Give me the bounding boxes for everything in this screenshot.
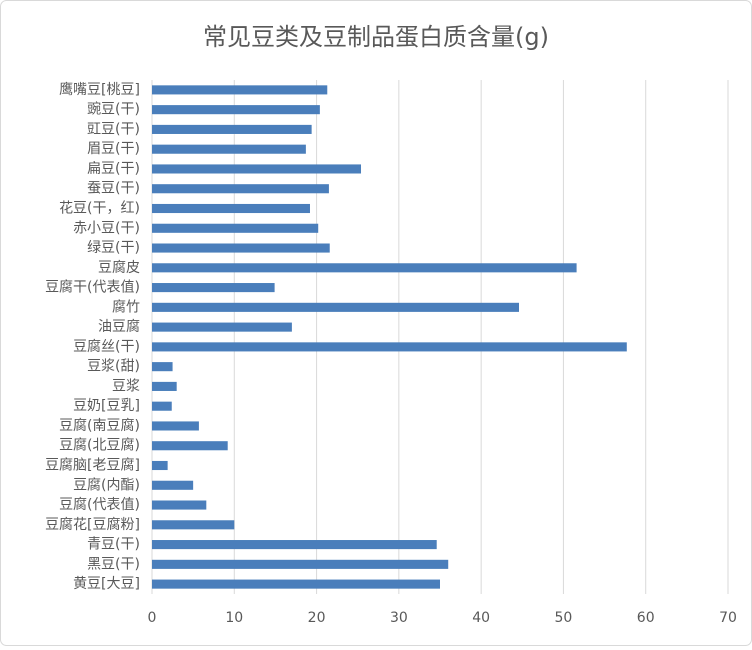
y-tick-label: 黄豆[大豆] — [73, 575, 140, 592]
y-tick-label: 豇豆(干) — [87, 121, 140, 137]
y-tick-label: 豆腐(北豆腐) — [59, 437, 140, 454]
y-tick-label: 青豆(干) — [87, 537, 140, 553]
x-tick-label: 60 — [637, 610, 655, 626]
bar — [152, 342, 627, 352]
y-tick-label: 豆腐皮 — [98, 259, 140, 276]
y-tick-label: 花豆(干，红) — [59, 201, 140, 217]
bar — [152, 460, 168, 471]
bar — [152, 381, 177, 391]
y-tick-label: 豆腐(南豆腐) — [59, 417, 140, 434]
y-tick-label: 豆腐干(代表值) — [45, 279, 140, 296]
y-tick-label: 豆腐(代表值) — [59, 496, 140, 513]
bar — [152, 500, 207, 510]
y-tick-label: 赤小豆(干) — [73, 220, 140, 236]
y-tick-label: 豆奶[豆乳] — [73, 398, 140, 414]
bar — [152, 540, 437, 550]
bar — [152, 559, 449, 569]
bar — [152, 243, 330, 253]
bar — [152, 105, 320, 115]
y-tick-label: 腐竹 — [112, 298, 140, 315]
bar — [152, 203, 310, 214]
bar — [152, 164, 362, 174]
y-tick-label: 豆腐花[豆腐粉] — [45, 516, 140, 533]
bar — [152, 579, 440, 589]
y-tick-label: 豆腐丝(干) — [73, 338, 140, 355]
y-tick-label: 油豆腐 — [98, 318, 140, 335]
y-tick-label: 扁豆(干) — [87, 161, 140, 177]
bar — [152, 85, 328, 95]
y-tick-label: 豌豆(干) — [87, 102, 140, 118]
x-tick-label: 0 — [148, 610, 157, 626]
bar — [152, 421, 199, 431]
bar — [152, 520, 235, 530]
x-tick-label: 30 — [390, 610, 408, 626]
chart-title: 常见豆类及豆制品蛋白质含量(g) — [203, 23, 549, 51]
bar — [152, 124, 312, 134]
bar — [152, 263, 577, 273]
bar — [152, 362, 173, 372]
bar — [152, 302, 519, 312]
y-tick-label: 绿豆(干) — [87, 240, 140, 256]
x-tick-label: 20 — [308, 610, 326, 626]
bar — [152, 144, 306, 154]
x-tick-label: 70 — [719, 610, 737, 626]
y-tick-label: 豆腐脑[老豆腐] — [45, 457, 140, 474]
y-tick-label: 黑豆(干) — [87, 556, 140, 572]
bar — [152, 322, 292, 332]
x-tick-label: 40 — [472, 610, 490, 626]
y-tick-label: 豆浆(甜) — [87, 359, 140, 375]
bar — [152, 184, 329, 194]
y-tick-label: 豆腐(内酯) — [73, 476, 140, 493]
bar — [152, 283, 275, 293]
bar — [152, 401, 172, 411]
bar — [152, 480, 194, 490]
x-tick-label: 50 — [555, 610, 573, 626]
x-tick-label: 10 — [225, 610, 243, 626]
y-tick-label: 豆浆 — [112, 378, 140, 394]
y-tick-label: 鹰嘴豆[桃豆] — [59, 82, 140, 98]
bar — [152, 441, 228, 451]
y-tick-label: 眉豆(干) — [87, 141, 140, 157]
bar — [152, 223, 319, 233]
y-tick-label: 蚕豆(干) — [87, 181, 140, 197]
